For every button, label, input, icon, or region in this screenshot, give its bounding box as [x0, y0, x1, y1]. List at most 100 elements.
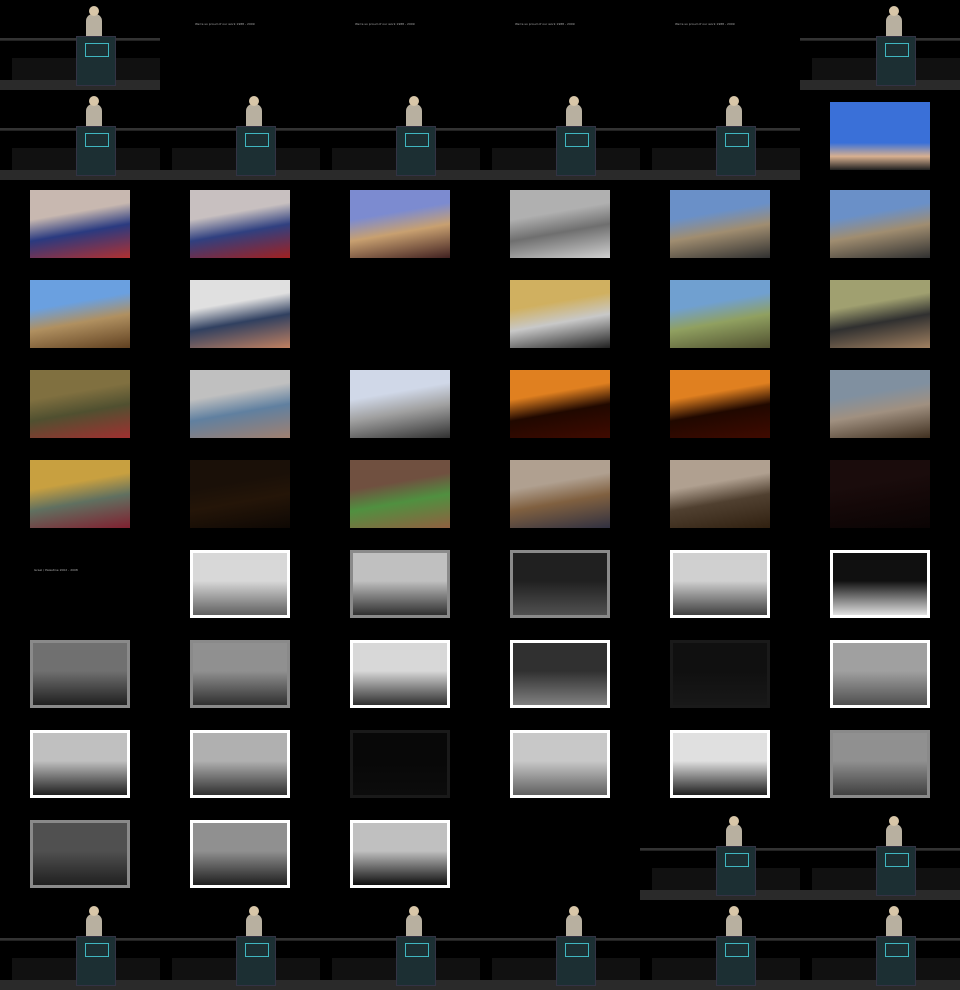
- photo-thumbnail[interactable]: [350, 370, 450, 438]
- photo-thumbnail[interactable]: [190, 280, 290, 348]
- bw-photo-thumbnail[interactable]: [350, 820, 450, 888]
- bw-photo-image: [353, 643, 447, 705]
- speaker-figure: [726, 104, 742, 128]
- podium-logo-icon: [245, 133, 269, 147]
- podium: [876, 36, 916, 86]
- photo-thumbnail[interactable]: [670, 280, 770, 348]
- stage-frame: [160, 90, 320, 180]
- speaker-head: [729, 906, 739, 916]
- bw-photo-thumbnail[interactable]: [30, 640, 130, 708]
- bw-photo-thumbnail[interactable]: [670, 730, 770, 798]
- bw-photo-image: [193, 733, 287, 795]
- bw-photo-cell: [320, 630, 480, 720]
- photo-thumbnail[interactable]: [670, 190, 770, 258]
- bw-photo-cell: [0, 720, 160, 810]
- bw-photo-thumbnail[interactable]: [190, 640, 290, 708]
- photo-thumbnail[interactable]: [350, 190, 450, 258]
- stage-frame: [800, 0, 960, 90]
- bw-photo-thumbnail[interactable]: [510, 640, 610, 708]
- bw-photo-thumbnail[interactable]: [510, 730, 610, 798]
- photo-thumbnail[interactable]: [670, 370, 770, 438]
- speaker-head: [89, 96, 99, 106]
- podium-logo-icon: [885, 43, 909, 57]
- bw-photo-thumbnail[interactable]: [670, 550, 770, 618]
- bw-photo-thumbnail[interactable]: [190, 550, 290, 618]
- bw-photo-image: [673, 643, 767, 705]
- photo-thumbnail[interactable]: [190, 460, 290, 528]
- bw-photo-image: [33, 643, 127, 705]
- photo-thumbnail[interactable]: [350, 460, 450, 528]
- photo-thumbnail[interactable]: [830, 190, 930, 258]
- photo-cell: [160, 450, 320, 540]
- photo-cell: [0, 360, 160, 450]
- bw-photo-thumbnail[interactable]: [190, 730, 290, 798]
- bw-photo-image: [193, 823, 287, 885]
- photo-cell: [800, 90, 960, 180]
- bw-photo-thumbnail[interactable]: [190, 820, 290, 888]
- photo-thumbnail[interactable]: [830, 460, 930, 528]
- podium-logo-icon: [85, 943, 109, 957]
- bw-photo-thumbnail[interactable]: [830, 550, 930, 618]
- stage-frame: [800, 810, 960, 900]
- bw-photo-cell: [640, 720, 800, 810]
- bw-photo-thumbnail[interactable]: [830, 640, 930, 708]
- photo-cell: [0, 270, 160, 360]
- photo-thumbnail[interactable]: [510, 280, 610, 348]
- photo-thumbnail[interactable]: [30, 370, 130, 438]
- photo-thumbnail[interactable]: [510, 460, 610, 528]
- speaker-figure: [566, 104, 582, 128]
- photo-thumbnail[interactable]: [830, 280, 930, 348]
- bw-photo-thumbnail[interactable]: [30, 820, 130, 888]
- podium: [556, 936, 596, 986]
- podium: [716, 936, 756, 986]
- photo-cell: [0, 180, 160, 270]
- photo-thumbnail[interactable]: [190, 190, 290, 258]
- podium-logo-icon: [885, 853, 909, 867]
- caption-text: We're so proud of our work 1988 - 2009: [355, 22, 415, 26]
- bw-photo-thumbnail[interactable]: [510, 550, 610, 618]
- bw-photo-thumbnail[interactable]: [830, 730, 930, 798]
- photo-thumbnail[interactable]: [670, 460, 770, 528]
- photo-thumbnail[interactable]: [510, 370, 610, 438]
- podium-logo-icon: [245, 943, 269, 957]
- photo-thumbnail[interactable]: [830, 370, 930, 438]
- podium: [236, 126, 276, 176]
- bw-photo-thumbnail[interactable]: [350, 640, 450, 708]
- photo-cell: [160, 360, 320, 450]
- speaker-figure: [886, 914, 902, 938]
- photo-thumbnail[interactable]: [30, 460, 130, 528]
- caption-cell: We're so proud of our work 1988 - 2009: [640, 0, 800, 90]
- speaker-head: [409, 906, 419, 916]
- stage-frame: [160, 900, 320, 990]
- speaker-head: [889, 906, 899, 916]
- stage-frame: [480, 90, 640, 180]
- photo-thumbnail[interactable]: [30, 190, 130, 258]
- speaker-figure: [86, 104, 102, 128]
- podium-logo-icon: [405, 943, 429, 957]
- speaker-figure: [246, 104, 262, 128]
- bw-photo-cell: [800, 720, 960, 810]
- bw-photo-cell: [480, 630, 640, 720]
- bw-photo-thumbnail[interactable]: [30, 730, 130, 798]
- bw-photo-thumbnail[interactable]: [350, 550, 450, 618]
- podium: [236, 936, 276, 986]
- podium-logo-icon: [725, 853, 749, 867]
- photo-thumbnail[interactable]: [190, 370, 290, 438]
- speaker-figure: [886, 14, 902, 38]
- speaker-figure: [86, 14, 102, 38]
- photo-thumbnail[interactable]: [30, 280, 130, 348]
- bw-photo-image: [193, 643, 287, 705]
- stage-frame: [480, 900, 640, 990]
- podium-logo-icon: [85, 43, 109, 57]
- caption-cell: We're so proud of our work 1988 - 2009: [320, 0, 480, 90]
- speaker-head: [409, 96, 419, 106]
- speaker-head: [89, 6, 99, 16]
- bw-photo-thumbnail[interactable]: [350, 730, 450, 798]
- photo-thumbnail[interactable]: [830, 102, 930, 170]
- photo-thumbnail[interactable]: [510, 190, 610, 258]
- photo-cell: [640, 360, 800, 450]
- speaker-figure: [726, 824, 742, 848]
- bw-photo-cell: [640, 540, 800, 630]
- speaker-figure: [86, 914, 102, 938]
- bw-photo-thumbnail[interactable]: [670, 640, 770, 708]
